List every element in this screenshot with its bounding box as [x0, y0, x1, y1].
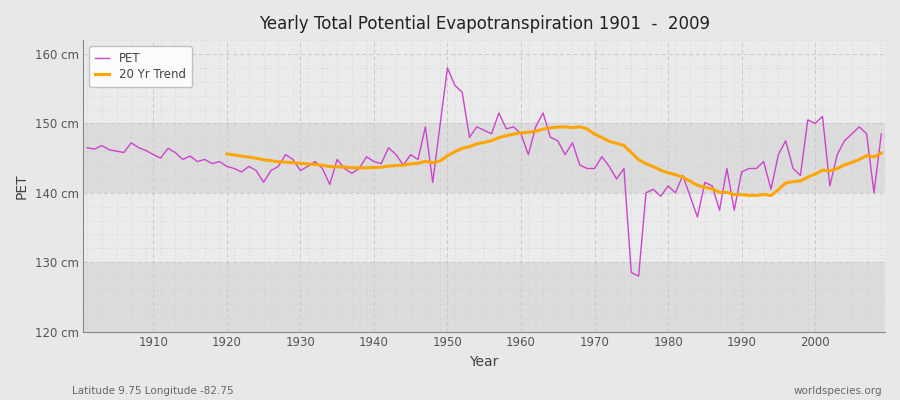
20 Yr Trend — [685, 179, 696, 184]
Y-axis label: PET: PET — [15, 173, 29, 199]
PET — [82, 145, 93, 150]
PET — [140, 148, 151, 153]
PET — [302, 164, 313, 169]
Bar — [84, 123, 885, 193]
Text: worldspecies.org: worldspecies.org — [794, 386, 882, 396]
PET — [346, 171, 357, 176]
20 Yr Trend — [221, 152, 232, 156]
PET — [516, 131, 526, 136]
Bar — [84, 262, 885, 332]
20 Yr Trend — [780, 180, 791, 185]
Text: Latitude 9.75 Longitude -82.75: Latitude 9.75 Longitude -82.75 — [72, 386, 234, 396]
Bar — [84, 54, 885, 123]
20 Yr Trend — [310, 162, 320, 167]
20 Yr Trend — [861, 153, 872, 158]
Line: 20 Yr Trend: 20 Yr Trend — [227, 127, 881, 196]
Title: Yearly Total Potential Evapotranspiration 1901  -  2009: Yearly Total Potential Evapotranspiratio… — [258, 15, 710, 33]
20 Yr Trend — [876, 151, 886, 156]
PET — [876, 131, 886, 136]
X-axis label: Year: Year — [470, 355, 499, 369]
Legend: PET, 20 Yr Trend: PET, 20 Yr Trend — [89, 46, 192, 87]
20 Yr Trend — [766, 193, 777, 198]
PET — [611, 176, 622, 181]
20 Yr Trend — [574, 124, 585, 129]
Bar — [84, 193, 885, 262]
PET — [523, 152, 534, 157]
PET — [634, 274, 644, 278]
PET — [442, 66, 453, 70]
Line: PET: PET — [87, 68, 881, 276]
20 Yr Trend — [795, 178, 806, 183]
20 Yr Trend — [420, 159, 431, 164]
